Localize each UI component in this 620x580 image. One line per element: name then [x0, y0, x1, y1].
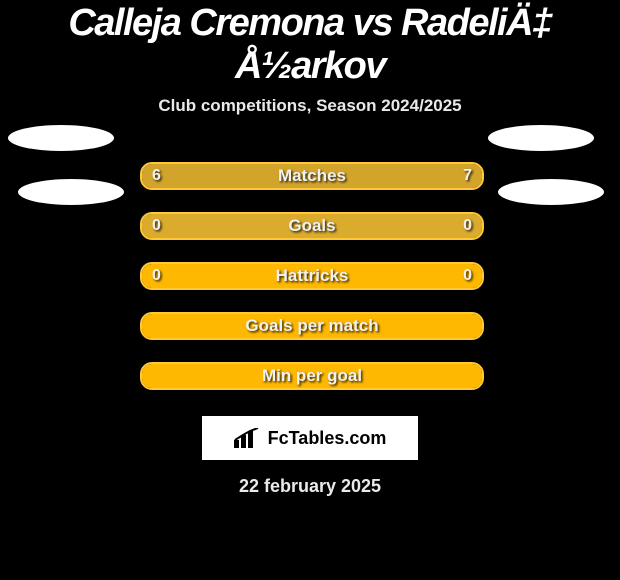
- decorative-ellipse: [488, 125, 594, 151]
- date-text: 22 february 2025: [0, 476, 620, 497]
- stat-bar-left: [142, 214, 312, 238]
- stat-bar-left: [142, 264, 312, 288]
- stat-bar-right: [298, 164, 482, 188]
- page-title: Calleja Cremona vs RadeliÄ‡ Å½arkov: [0, 2, 620, 88]
- page-subtitle: Club competitions, Season 2024/2025: [0, 96, 620, 116]
- stat-bar-left: [142, 164, 298, 188]
- brand-logo: FcTables.com: [234, 428, 387, 449]
- decorative-ellipse: [18, 179, 124, 205]
- stat-bar-right: [312, 214, 482, 238]
- comparison-rows: Matches67Goals00Hattricks00Goals per mat…: [140, 162, 480, 390]
- decorative-ellipse: [498, 179, 604, 205]
- decorative-ellipse: [8, 125, 114, 151]
- stat-row-goals-per-match: Goals per match: [140, 312, 484, 340]
- stat-bar-right: [312, 314, 482, 338]
- stat-row-matches: Matches67: [140, 162, 484, 190]
- stat-row-goals: Goals00: [140, 212, 484, 240]
- brand-text: FcTables.com: [268, 428, 387, 449]
- stat-bar-right: [312, 264, 482, 288]
- brand-box: FcTables.com: [202, 416, 418, 460]
- stat-bar-left: [142, 314, 312, 338]
- stat-row-hattricks: Hattricks00: [140, 262, 484, 290]
- stat-bar-right: [312, 364, 482, 388]
- stat-bar-left: [142, 364, 312, 388]
- stat-row-min-per-goal: Min per goal: [140, 362, 484, 390]
- bar-chart-icon: [234, 428, 260, 448]
